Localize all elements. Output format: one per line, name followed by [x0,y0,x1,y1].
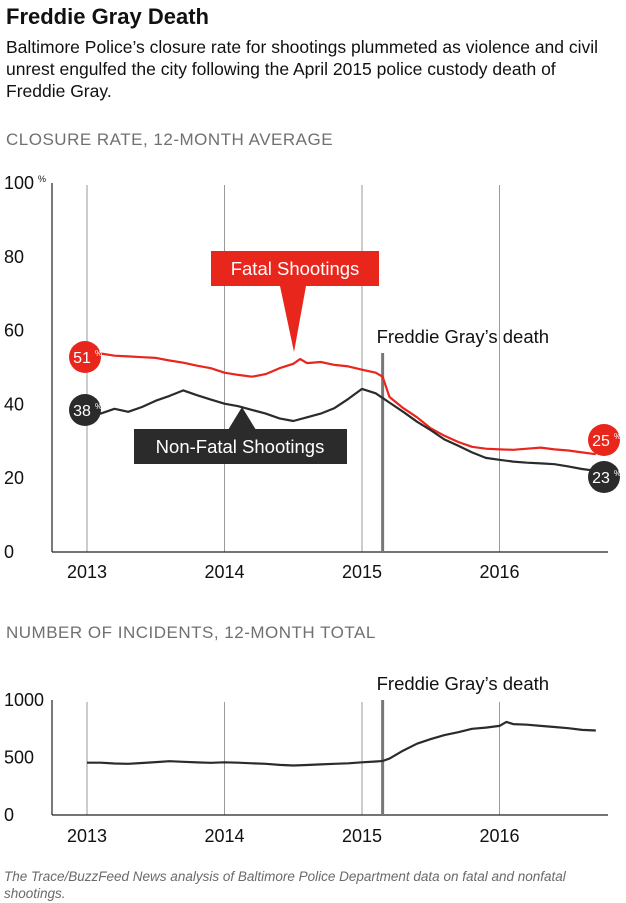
incidents-section-label: NUMBER OF INCIDENTS, 12-MONTH TOTAL [6,623,376,642]
event-label-0: Freddie Gray’s death [377,326,549,347]
y-tick-label-0-40: 40 [4,394,24,414]
fatal-start-badge-circle [69,341,101,373]
x-tick-label-1-2013: 2013 [67,826,107,846]
nonfatal-series-pointer [228,407,256,430]
y-unit-label: % [38,174,46,184]
closure-rate-section-label: CLOSURE RATE, 12-MONTH AVERAGE [6,130,334,149]
nonfatal-series-label-box [134,429,347,464]
chart-title: Freddie Gray Death [6,4,209,29]
y-tick-label-0-100: 100 [4,173,34,193]
x-tick-label-0-2015: 2015 [342,562,382,582]
fatal-end-badge-unit: % [614,432,621,441]
nonfatal-series-label: Non-Fatal Shootings [156,436,325,457]
y-tick-label-0-80: 80 [4,247,24,267]
fatal-series-label-box [211,251,379,286]
nonfatal-start-badge-value: 38 [73,403,91,420]
source-note: The Trace/BuzzFeed News analysis of Balt… [4,869,566,901]
x-tick-label-0-2014: 2014 [204,562,244,582]
nonfatal-start-badge-unit: % [95,402,102,411]
event-label-1: Freddie Gray’s death [377,673,549,694]
y-tick-label-0-60: 60 [4,321,24,341]
fatal-start-badge-unit: % [95,349,102,358]
fatal-start-badge-value: 51 [73,350,91,367]
fatal-series-pointer [280,286,306,352]
y-tick-label-0-0: 0 [4,542,14,562]
y-tick-label-1-0: 0 [4,805,14,825]
nonfatal-end-badge-unit: % [614,469,621,478]
chart-subtitle: Baltimore Police’s closure rate for shoo… [6,37,599,101]
x-tick-label-1-2016: 2016 [479,826,519,846]
series-line-1-0 [87,720,596,767]
series-line-0-0 [86,352,596,456]
fatal-series-label: Fatal Shootings [231,258,360,279]
fatal-end-badge-value: 25 [592,433,610,450]
x-tick-label-1-2014: 2014 [204,826,244,846]
x-tick-label-0-2016: 2016 [479,562,519,582]
nonfatal-start-badge-circle [69,394,101,426]
series-line-0-1 [86,387,596,472]
nonfatal-end-badge-value: 23 [592,470,610,487]
fatal-end-badge-circle [588,424,620,456]
y-tick-label-0-20: 20 [4,468,24,488]
nonfatal-end-badge-circle [588,461,620,493]
x-tick-label-0-2013: 2013 [67,562,107,582]
y-tick-label-1-500: 500 [4,748,34,768]
y-tick-label-1-1000: 1000 [4,690,44,710]
x-tick-label-1-2015: 2015 [342,826,382,846]
